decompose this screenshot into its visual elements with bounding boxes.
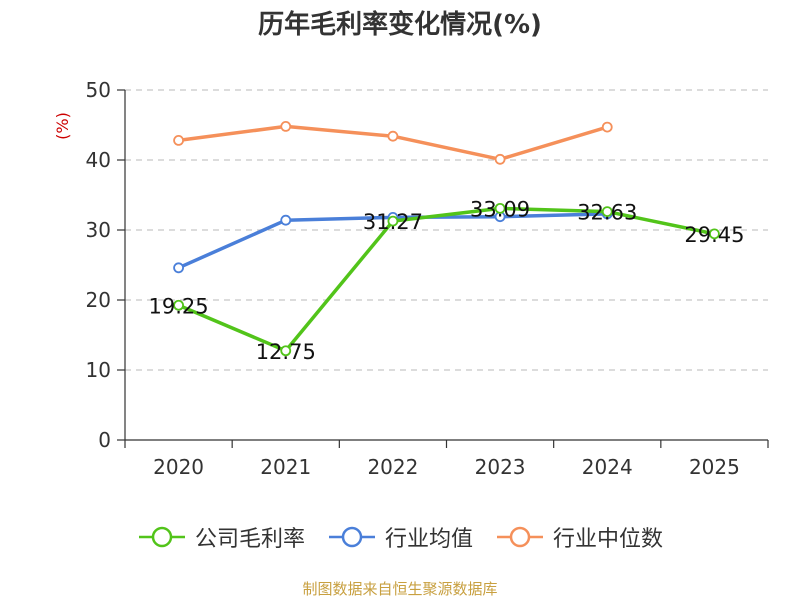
x-tick-label: 2024 — [582, 455, 633, 479]
legend-marker-icon — [328, 526, 375, 548]
legend-item[interactable]: 行业均值 — [327, 521, 473, 553]
legend-item[interactable]: 行业中位数 — [495, 521, 663, 553]
data-label: 19.25 — [149, 294, 209, 318]
x-tick-label: 2025 — [689, 455, 740, 479]
data-label: 32.63 — [577, 201, 637, 225]
legend-label: 公司毛利率 — [194, 527, 305, 552]
axes: 0 10 20 30 40 50 2020 2021 2022 2023 2024 2025 (%) — [53, 78, 769, 479]
data-point — [280, 345, 292, 357]
data-point — [387, 215, 399, 227]
legend: 公司毛利率 行业均值 行业中位数 — [0, 520, 800, 554]
y-tick-label: 30 — [86, 218, 111, 242]
data-label: 12.75 — [256, 340, 316, 364]
data-point — [173, 299, 184, 311]
data-point — [709, 228, 720, 240]
x-tick-label: 2023 — [475, 455, 526, 479]
data-point — [494, 202, 506, 214]
data-point — [601, 121, 613, 133]
x-tick-label: 2021 — [260, 455, 311, 479]
legend-marker-icon — [497, 526, 543, 548]
data-labels: 19.25 12.75 31.27 33.09 32.63 29.45 — [149, 197, 745, 363]
series-layer — [173, 121, 720, 357]
data-label: 29.45 — [684, 223, 744, 247]
y-tick-label: 50 — [86, 78, 111, 102]
data-label: 33.09 — [470, 197, 530, 221]
legend-label: 行业中位数 — [553, 527, 664, 552]
legend-label: 行业均值 — [384, 527, 473, 552]
data-label: 31.27 — [363, 210, 423, 234]
source-note: 制图数据来自恒生聚源数据库 — [302, 580, 498, 598]
y-axis-label: (%) — [53, 112, 72, 140]
y-tick-label: 10 — [86, 358, 111, 382]
data-point — [280, 214, 292, 226]
legend-marker-icon — [138, 526, 185, 548]
series-line — [176, 206, 717, 353]
data-point — [280, 121, 292, 132]
data-point — [601, 206, 613, 217]
y-tick-label: 0 — [98, 428, 111, 452]
x-tick-label: 2022 — [367, 455, 418, 479]
data-point — [494, 153, 506, 165]
y-tick-label: 20 — [86, 288, 111, 312]
x-tick-label: 2020 — [153, 455, 204, 479]
data-point — [173, 134, 184, 146]
data-point — [387, 130, 399, 142]
data-point — [173, 262, 184, 274]
grid-lines — [125, 89, 768, 371]
legend-item[interactable]: 公司毛利率 — [137, 521, 305, 553]
y-tick-label: 40 — [86, 148, 111, 172]
chart-title: 历年毛利率变化情况(%) — [258, 10, 542, 40]
